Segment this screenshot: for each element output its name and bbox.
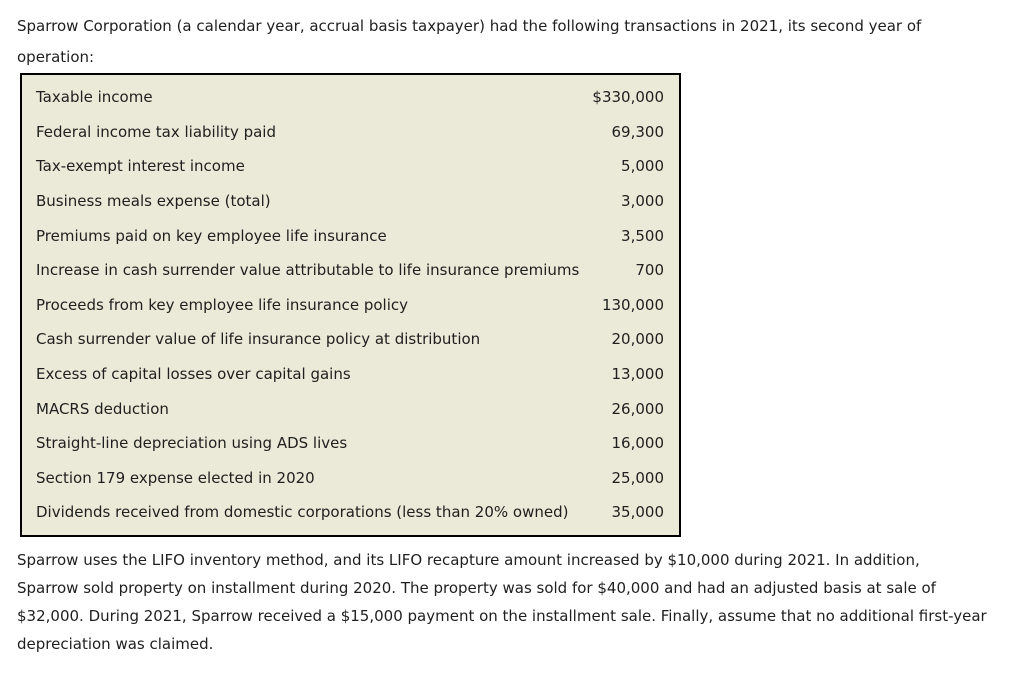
row-value: 3,000: [621, 192, 664, 211]
table-row: Business meals expense (total) 3,000: [36, 184, 664, 219]
table-row: Increase in cash surrender value attribu…: [36, 253, 664, 288]
intro-line: operation:: [17, 48, 95, 66]
table-row: Cash surrender value of life insurance p…: [36, 322, 664, 357]
table-row: Dividends received from domestic corpora…: [36, 495, 664, 530]
row-value: 26,000: [611, 399, 665, 418]
row-label: MACRS deduction: [36, 399, 169, 418]
row-label: Proceeds from key employee life insuranc…: [36, 295, 408, 314]
row-value: 20,000: [611, 330, 665, 349]
table-row: MACRS deduction 26,000: [36, 391, 664, 426]
row-value: 25,000: [611, 468, 665, 487]
outro-line: Sparrow uses the LIFO inventory method, …: [17, 550, 920, 569]
row-label: Straight-line depreciation using ADS liv…: [36, 434, 348, 453]
table-row: Section 179 expense elected in 2020 25,0…: [36, 461, 664, 496]
transactions-table: Taxable income $330,000 Federal income t…: [20, 73, 681, 537]
row-label: Taxable income: [36, 88, 153, 107]
table-row: Proceeds from key employee life insuranc…: [36, 288, 664, 323]
table-row: Federal income tax liability paid 69,300: [36, 115, 664, 150]
outro-line: depreciation was claimed.: [17, 634, 214, 653]
table-row: Taxable income $330,000: [36, 80, 664, 115]
outro-line: Sparrow sold property on installment dur…: [17, 578, 936, 597]
row-label: Federal income tax liability paid: [36, 122, 276, 141]
row-value: 69,300: [611, 122, 665, 141]
row-value: 13,000: [611, 365, 665, 384]
table-row: Straight-line depreciation using ADS liv…: [36, 426, 664, 461]
table-row: Tax-exempt interest income 5,000: [36, 149, 664, 184]
outro-paragraph: Sparrow uses the LIFO inventory method, …: [17, 546, 1018, 658]
row-label: Increase in cash surrender value attribu…: [36, 261, 580, 280]
row-label: Dividends received from domestic corpora…: [36, 503, 569, 522]
row-label: Cash surrender value of life insurance p…: [36, 330, 481, 349]
row-label: Premiums paid on key employee life insur…: [36, 226, 387, 245]
row-value: $330,000: [592, 88, 664, 107]
intro-paragraph: Sparrow Corporation (a calendar year, ac…: [17, 11, 1018, 73]
row-value: 5,000: [621, 157, 664, 176]
row-label: Business meals expense (total): [36, 192, 271, 211]
row-value: 35,000: [611, 503, 665, 522]
row-label: Tax-exempt interest income: [36, 157, 245, 176]
intro-line: Sparrow Corporation (a calendar year, ac…: [17, 17, 922, 35]
row-value: 16,000: [611, 434, 665, 453]
row-value: 3,500: [621, 226, 664, 245]
table-row: Excess of capital losses over capital ga…: [36, 357, 664, 392]
table-row: Premiums paid on key employee life insur…: [36, 218, 664, 253]
row-value: 700: [635, 261, 664, 280]
row-value: 130,000: [601, 295, 664, 314]
outro-line: $32,000. During 2021, Sparrow received a…: [17, 606, 987, 625]
row-label: Excess of capital losses over capital ga…: [36, 365, 351, 384]
row-label: Section 179 expense elected in 2020: [36, 468, 315, 487]
